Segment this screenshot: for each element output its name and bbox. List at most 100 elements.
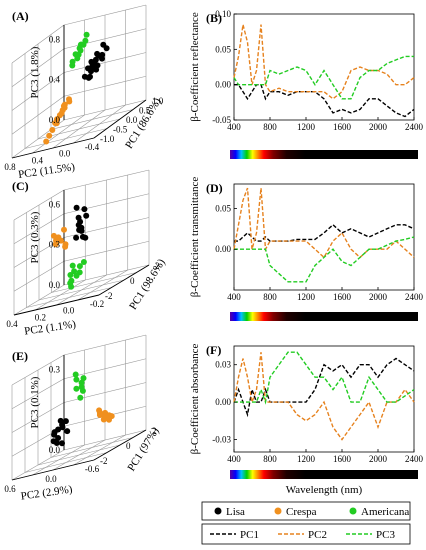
pc2-tick-label: 0.4: [32, 155, 44, 165]
x-tick-label: 2000: [369, 122, 388, 132]
y-tick-label: 0.00: [215, 80, 231, 90]
legend-marker-lisa: [214, 507, 222, 515]
point-americana: [80, 259, 87, 265]
legend-marker-crespa: [274, 507, 282, 515]
pc3-tick-label: 0.3: [49, 364, 61, 374]
grid-line: [11, 48, 65, 87]
legend-marker-americana: [349, 507, 357, 515]
x-tick-label: 1200: [297, 454, 316, 464]
spectrum-bar: [230, 150, 418, 159]
point-lisa: [50, 438, 57, 445]
series-line-pc1: [234, 84, 415, 118]
pc2-tick-label: -0.2: [90, 299, 104, 309]
point-crespa: [58, 237, 64, 244]
scatter-panel-1: 0.6 0.3 0.0 0.4 0.2 0.0 -0.2 2 0 -2 PC3 (0.3%) PC2 …: [6, 169, 168, 338]
y-axis-title: β-Coefficient reflectance: [189, 12, 201, 122]
pc1-axis: [93, 99, 147, 139]
grid-line: [13, 213, 65, 245]
pc1-tick-label: -2: [100, 456, 108, 466]
point-americana: [80, 375, 87, 382]
point-lisa: [88, 58, 95, 65]
series-line-pc2: [233, 352, 415, 441]
line-panels: 400 800 1200 1600 2000 2400 -0.05 0.00 0.05 0.10 β…: [189, 9, 424, 479]
grid-line: [52, 439, 106, 471]
x-tick-label: 800: [263, 454, 277, 464]
pc3-axis-title: PC3 (0.3%): [29, 211, 41, 263]
y-tick-label: -0.03: [212, 435, 231, 445]
grid-line: [63, 217, 150, 238]
panel-label: (F): [206, 343, 221, 357]
pc1-tick-label: 0: [130, 276, 135, 286]
grid-line: [63, 193, 150, 215]
point-americana: [71, 268, 78, 275]
x-axis-title: Wavelength (nm): [286, 484, 363, 496]
x-tick-label: 2400: [405, 292, 424, 302]
pc2-tick-label: 0.0: [45, 474, 57, 484]
grid-line: [26, 287, 112, 308]
scatter-panels: 0.80.40.00.80.40.0-0.41.00.50.0-0.5-1.0P…: [4, 4, 168, 503]
pc1-tick-label: 2: [152, 426, 157, 436]
point-lisa: [90, 65, 97, 72]
plot-frame: [233, 183, 415, 291]
point-crespa: [66, 96, 72, 103]
x-tick-label: 1200: [297, 122, 316, 132]
series-line-pc3: [233, 55, 414, 100]
point-americana: [78, 379, 85, 386]
pc2-tick-label: 0.0: [63, 306, 75, 316]
grid-line: [56, 274, 107, 306]
y-tick-label: 0.00: [215, 244, 231, 254]
point-americana: [83, 31, 90, 38]
y-tick-label: 0.10: [215, 9, 231, 19]
point-crespa: [62, 243, 69, 250]
pc3-tick-label: 0.4: [49, 75, 61, 85]
pc1-tick-label: -1.0: [100, 134, 115, 144]
x-tick-label: 2400: [405, 454, 424, 464]
pc2-tick-label: 0.4: [6, 319, 18, 329]
spectrum-bar: [230, 312, 418, 321]
panel-label: (D): [206, 181, 223, 195]
x-tick-label: 400: [227, 122, 241, 132]
pc2-tick-label: 0.8: [4, 162, 16, 172]
grid-line: [11, 72, 65, 111]
point-lisa: [85, 74, 92, 81]
point-americana: [74, 55, 81, 62]
legends: Wavelength (nm) Lisa Crespa Americana PC1 PC2…: [201, 484, 411, 545]
pc1-tick-label: 1.0: [152, 96, 164, 106]
point-lisa: [73, 234, 80, 241]
x-tick-label: 2400: [405, 122, 424, 132]
point-crespa: [96, 407, 103, 414]
pc2-tick-label: 0.2: [35, 312, 46, 322]
series-line-pc2: [233, 24, 415, 100]
point-lisa: [92, 56, 99, 63]
pc2-axis: [13, 294, 100, 316]
pc3-tick-label: 0.8: [49, 34, 61, 44]
point-lisa: [82, 234, 89, 241]
legend-label: PC3: [376, 529, 395, 541]
x-tick-label: 2000: [369, 454, 388, 464]
point-crespa: [96, 412, 103, 418]
point-americana: [77, 394, 84, 401]
x-tick-label: 1600: [333, 122, 352, 132]
plot-frame: [233, 345, 415, 453]
x-tick-label: 1600: [333, 292, 352, 302]
grid-line: [73, 434, 126, 466]
point-crespa: [52, 241, 59, 248]
point-crespa: [50, 232, 57, 239]
point-lisa: [100, 41, 107, 48]
pc1-tick-label: 0: [126, 441, 131, 451]
grid-line: [63, 28, 147, 50]
y-axis-title: β-Coefficient absorbance: [189, 344, 201, 455]
point-americana: [79, 387, 86, 394]
x-tick-label: 2000: [369, 292, 388, 302]
grid-line: [24, 452, 108, 473]
plot-frame: [233, 13, 415, 121]
y-tick-label: 0.05: [215, 44, 231, 54]
point-crespa: [54, 116, 61, 123]
point-crespa: [60, 103, 67, 109]
pc1-tick-label: 0.5: [139, 106, 151, 116]
legend-box: [201, 523, 411, 545]
grid-line: [11, 402, 65, 433]
legend-label: Lisa: [226, 506, 245, 518]
pc2-tick-label: -0.6: [85, 464, 100, 474]
